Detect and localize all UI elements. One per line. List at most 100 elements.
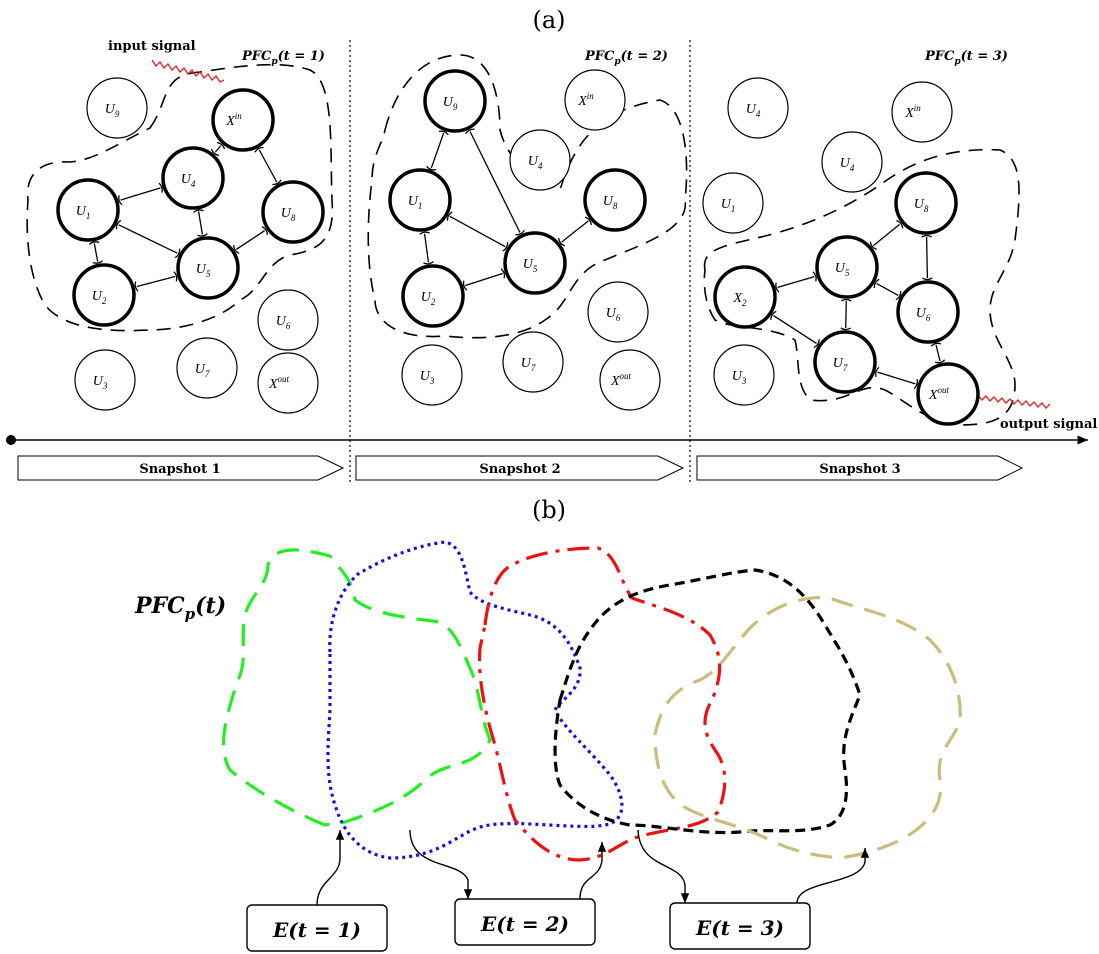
synapse-s2-5-0: [584, 216, 593, 226]
event-label-1: E(t = 1): [272, 918, 361, 942]
node-s2-u8: [583, 168, 647, 232]
node-s1-u6: [257, 289, 319, 351]
node-s3-u1: [702, 172, 764, 234]
edge-s1-U4-U5: [197, 211, 204, 235]
synapse-s1-3-0: [193, 209, 204, 213]
node-s3-u3: [713, 344, 775, 406]
snapshot-arrow-2: [355, 455, 685, 481]
edge-s2-U2-U5: [465, 272, 503, 287]
synapse-s3-0-0: [896, 219, 904, 229]
node-s1-u1: [56, 178, 120, 242]
node-s3-u4b: [821, 131, 883, 193]
synapse-s2-5-1: [557, 237, 566, 247]
node-label-s1-u2: U2: [92, 289, 107, 306]
synapse-s3-3-0: [840, 298, 852, 302]
node-label-s3-u8: U8: [914, 197, 929, 214]
synapse-s1-2-1: [118, 195, 123, 206]
node-label-s1-u7: U7: [195, 362, 210, 379]
synapse-s3-2-1: [775, 282, 780, 293]
node-s1-u2: [72, 263, 136, 327]
synapse-s3-5-0: [770, 310, 777, 320]
node-label-s2-u2: U2: [421, 290, 436, 307]
node-label-s1-u1: U1: [76, 204, 91, 221]
node-s3-u4a: [727, 77, 789, 139]
synapse-s3-3-1: [840, 327, 852, 331]
node-s1-u9: [86, 77, 148, 139]
node-label-s2-u3: U3: [420, 369, 435, 386]
node-label-s2-u9: U9: [443, 95, 458, 112]
synapse-s1-2-0: [158, 182, 163, 193]
network-edges: [88, 128, 946, 390]
pfc-title-t3: PFCp(t = 3): [924, 49, 1008, 67]
edge-s1-U1-U5: [118, 224, 178, 254]
contour-red: [477, 546, 727, 862]
node-s1-xout: [257, 352, 319, 414]
edge-s3-U5-U6: [876, 282, 899, 297]
synapse-s2-4-0: [462, 280, 468, 291]
node-s2-u3: [401, 344, 463, 406]
contour-black: [553, 568, 862, 835]
synapse-s2-1-0: [465, 128, 475, 135]
node-s2-u1: [388, 168, 452, 232]
node-label-s1-xout: Xout: [268, 374, 290, 392]
node-label-s3-xin: Xin: [904, 103, 921, 121]
node-s2-u4: [509, 129, 571, 191]
snapshot-arrow-3: [696, 455, 1024, 481]
node-s1-u4: [161, 146, 225, 210]
snapshot-arrow-label-3: Snapshot 3: [819, 462, 900, 477]
node-s2-u2: [401, 264, 465, 328]
node-label-s3-u7: U7: [833, 356, 848, 373]
node-s1-u5: [176, 236, 240, 300]
edge-s1-Xin-U8: [258, 149, 278, 183]
pfc-contour-t2: [367, 54, 688, 339]
node-label-s3-u1: U1: [721, 197, 736, 214]
synapse-s1-0-0: [216, 141, 226, 150]
node-label-s3-u5: U5: [835, 261, 850, 278]
edge-s3-U5-U7: [845, 300, 847, 329]
node-s1-u8: [261, 180, 325, 244]
synapse-s1-6-1: [173, 271, 178, 282]
synapse-s2-2-1: [423, 261, 434, 265]
node-label-s1-u9: U9: [105, 102, 120, 119]
node-label-s3-u3: U3: [732, 369, 747, 386]
edge-s3-U8-U6: [925, 236, 929, 279]
node-s1-xin: [211, 88, 275, 152]
synapse-s1-7-1: [232, 245, 240, 255]
synapse-s1-5-1: [92, 260, 104, 264]
node-label-s1-u4: U4: [181, 172, 196, 189]
connector-e1-green: [316, 830, 345, 906]
event-label-3: E(t = 3): [695, 916, 784, 940]
node-label-s2-u5: U5: [523, 257, 538, 274]
connector-e2-red: [579, 842, 607, 900]
node-label-s2-xout: Xout: [610, 371, 632, 389]
event-box-2: [454, 898, 596, 946]
edge-s1-U2-U5: [136, 275, 176, 288]
synapse-s1-5-0: [88, 241, 100, 245]
snapshot-arrow-1: [17, 455, 345, 481]
node-s2-u9: [423, 69, 487, 133]
node-label-s1-u8: U8: [281, 206, 296, 223]
node-s3-u8: [894, 171, 958, 235]
synapse-s2-0-1: [426, 165, 437, 171]
edge-s3-X2-U7: [773, 314, 817, 345]
connector-e2-blue: [409, 829, 473, 899]
node-s2-u7: [502, 331, 564, 393]
node-s1-u3: [74, 349, 136, 411]
edge-s2-U1-U5: [449, 215, 506, 248]
node-s3-xout: [916, 362, 980, 426]
node-label-s3-u4b: U4: [840, 156, 855, 173]
node-s2-u5: [503, 231, 567, 295]
output-signal-wave: [977, 394, 1051, 409]
edge-s1-Xin-U4: [214, 145, 222, 153]
edge-s1-U4-U1: [120, 187, 161, 201]
synapse-s3-4-0: [873, 278, 880, 288]
input-signal-label: input signal: [108, 39, 196, 54]
node-s3-u5: [815, 235, 879, 299]
contour-green: [222, 548, 492, 827]
synapse-s3-7-0: [930, 342, 942, 347]
edge-s3-U5-X2: [777, 275, 815, 289]
synapse-s2-0-0: [438, 130, 449, 136]
contour-olive: [653, 595, 962, 860]
pfc-title-b: PFCp(t): [134, 593, 226, 623]
